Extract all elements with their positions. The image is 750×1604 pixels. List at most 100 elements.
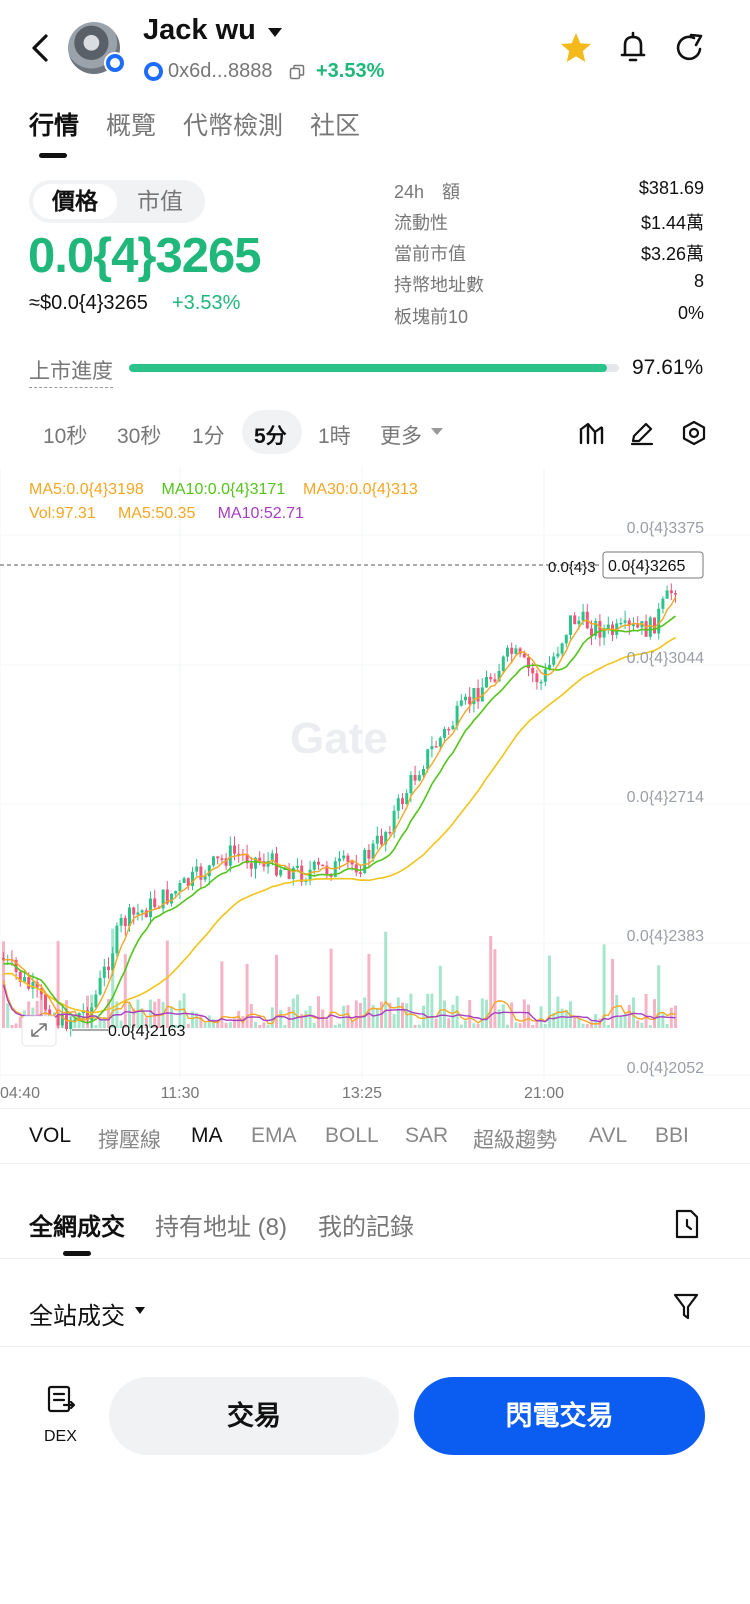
filter-funnel-icon[interactable] [672,1290,700,1322]
interval-1m[interactable]: 1分 [192,425,225,448]
last-price-left-label: 0.0{4}3 [548,559,596,576]
trade-button[interactable]: 交易 [109,1377,399,1455]
candle-body [350,861,354,865]
indicator-bbi[interactable]: BBI [655,1124,689,1147]
volume-bar [224,1022,228,1028]
tab-all-trades[interactable]: 全網成交 [29,1214,125,1241]
more-caret-icon[interactable] [431,428,443,435]
copy-icon[interactable] [289,64,305,80]
volume-bar [548,955,551,1028]
tab-community[interactable]: 社区 [310,112,361,140]
tab-token-check[interactable]: 代幣檢測 [183,112,284,140]
candle-body [275,853,278,876]
indicator-avl[interactable]: AVL [589,1124,628,1147]
candle-body [581,611,585,621]
dex-label[interactable]: DEX [44,1428,77,1445]
interval-active-pill [242,410,302,454]
candle-body [249,863,253,869]
indicator-ma[interactable]: MA [191,1124,223,1147]
fullscreen-icon[interactable] [21,1015,57,1047]
toggle-price[interactable]: 價格 [33,184,117,219]
indicator-boll[interactable]: BOLL [325,1124,379,1147]
history-icon[interactable] [671,1208,701,1240]
volume-bar [501,1004,505,1028]
candle-body [338,858,341,862]
volume-bar [258,1025,262,1028]
interval-10s[interactable]: 10秒 [43,425,88,448]
interval-1h[interactable]: 1時 [318,425,351,448]
tab-market[interactable]: 行情 [29,112,80,140]
share-icon[interactable] [674,31,706,65]
tab-my-records[interactable]: 我的記錄 [318,1214,414,1241]
usd-price-change: +3.53% [172,292,241,314]
volume-bar [56,941,60,1028]
volume-bar [6,1003,10,1028]
favorite-star-icon[interactable] [559,31,593,65]
draw-pencil-icon[interactable] [628,419,656,447]
chart-settings-icon[interactable] [680,419,708,447]
flash-trade-button[interactable]: 閃電交易 [414,1377,705,1455]
candle-body [375,835,379,844]
ma30-legend: MA30:0.0{4}313 [303,481,418,498]
candle-body [506,647,509,657]
stat-value-holders: 8 [693,271,704,291]
candle-body [560,643,564,654]
volume-bar [338,1023,341,1028]
indicator-supertrend[interactable]: 超級趨勢 [473,1129,557,1152]
back-arrow-icon[interactable] [26,28,56,68]
token-dropdown-caret-icon[interactable] [268,28,282,37]
interval-5m[interactable]: 5分 [254,425,287,448]
alert-bell-icon[interactable] [617,31,649,65]
volume-bar [18,1016,22,1028]
volume-bar [535,1020,539,1028]
candle-body [485,676,488,688]
y-axis-label: 0.0{4}3375 [627,520,705,537]
stat-label-top10: 板塊前10 [394,307,469,327]
candle-body [518,648,522,654]
indicator-vol[interactable]: VOL [29,1124,72,1147]
indicator-sar[interactable]: SAR [405,1124,449,1147]
volume-bar [308,1005,312,1028]
candle-body [438,737,442,747]
candle-body [539,681,543,684]
volume-bar [291,998,295,1028]
interval-more[interactable]: 更多 [380,425,422,448]
low-marker-label: 0.0{4}2163 [108,1023,186,1040]
candle-body [468,696,472,705]
tab-overview[interactable]: 概覽 [106,112,157,140]
indicator-support-resistance[interactable]: 撐壓線 [98,1129,161,1152]
candle-body [174,891,178,894]
candle-body [86,1010,89,1021]
tab-holders[interactable]: 持有地址 (8) [155,1214,287,1241]
volume-bar [77,1019,81,1028]
toggle-market-cap[interactable]: 市值 [137,188,183,214]
trade-filter-caret-icon[interactable] [135,1307,145,1314]
dex-icon[interactable] [46,1384,76,1414]
interval-30s[interactable]: 30秒 [117,425,162,448]
volume-bar [304,1010,308,1028]
candle-body [136,912,140,915]
divider [0,1108,750,1109]
volume-bar [510,1002,514,1028]
volume-bar [506,1024,509,1028]
volume-bar [413,1025,417,1028]
candle-body [258,857,262,862]
volume-bar [149,999,152,1028]
stat-value-liquidity: $1.44萬 [640,213,704,233]
volume-bar [317,996,320,1028]
trade-filter-select[interactable]: 全站成交 [29,1303,125,1330]
price-chart[interactable]: Gate 0.0{4}3375 0.0{4}3044 0.0{4}2714 0.0{4… [0,468,750,1108]
volume-bar [283,1025,287,1028]
indicator-ema[interactable]: EMA [251,1124,297,1147]
volume-bar [275,954,278,1028]
indicator-chart-icon[interactable] [577,419,605,447]
volume-bar [426,993,430,1028]
listing-progress-label[interactable]: 上市進度 [29,355,113,388]
candle-body [396,798,400,811]
volume-bar [123,954,127,1028]
volume-bar [661,1013,665,1028]
token-name[interactable]: Jack wu [143,14,256,46]
volume-bar [493,949,497,1028]
volume-bar [644,993,648,1028]
candle-body [178,883,182,892]
